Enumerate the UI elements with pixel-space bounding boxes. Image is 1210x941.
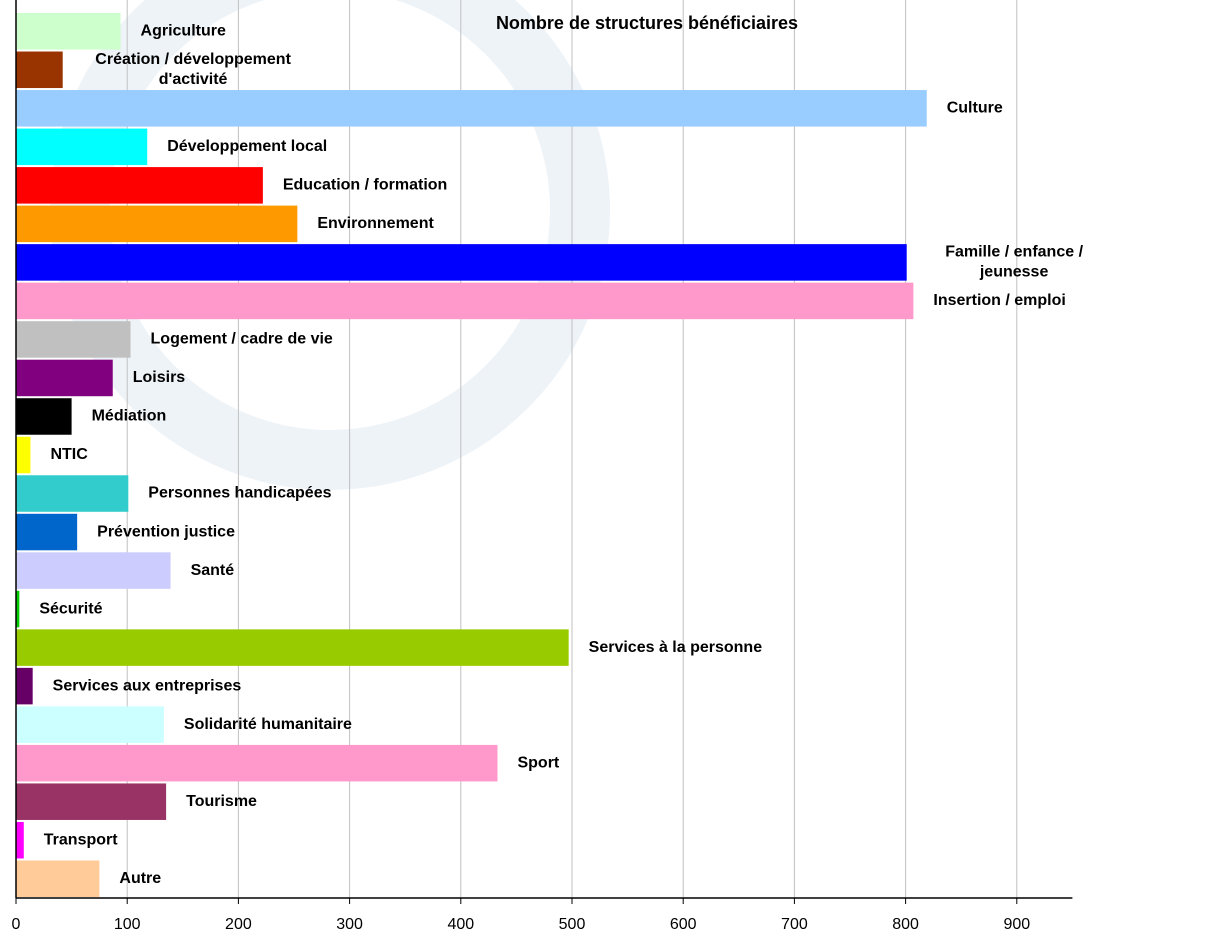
bar [16, 629, 569, 666]
x-tick-label: 600 [670, 916, 697, 933]
category-label: Culture [947, 100, 1003, 117]
category-label: Médiation [92, 408, 167, 425]
bar [16, 359, 113, 397]
bar [16, 51, 63, 89]
category-label: Solidarité humanitaire [184, 716, 352, 733]
bar [16, 783, 167, 820]
category-label: Développement local [167, 138, 327, 155]
bar [16, 475, 129, 512]
bar [16, 552, 171, 589]
bar [16, 706, 164, 743]
bar [16, 744, 498, 782]
bar [16, 128, 148, 166]
bar [16, 13, 121, 50]
bar [16, 90, 927, 127]
category-label: Sécurité [39, 600, 102, 617]
x-tick-label: 300 [336, 916, 363, 933]
category-label: Loisirs [133, 369, 186, 386]
category-label: Insertion / emploi [933, 292, 1065, 309]
category-label: Logement / cadre de vie [151, 331, 333, 348]
category-label: Agriculture [141, 22, 226, 39]
category-label: Transport [44, 831, 118, 848]
bar [16, 436, 31, 474]
category-label: Services aux entreprises [53, 677, 242, 694]
x-tick-label: 500 [559, 916, 586, 933]
bar [16, 167, 263, 204]
bar [16, 205, 298, 243]
bar [16, 244, 907, 281]
bar [16, 667, 33, 705]
x-tick-label: 800 [892, 916, 919, 933]
category-label: Education / formation [283, 177, 447, 194]
category-label: Environnement [317, 215, 434, 232]
category-label: NTIC [50, 446, 88, 463]
category-label: Création / développement d'activité [95, 51, 291, 88]
x-tick-label: 700 [781, 916, 808, 933]
x-tick-label: 200 [225, 916, 252, 933]
bar [16, 590, 20, 628]
category-label: Services à la personne [589, 639, 763, 656]
category-label: Prévention justice [97, 523, 235, 540]
bar [16, 513, 78, 551]
bar [16, 821, 24, 859]
x-tick-label: 900 [1003, 916, 1030, 933]
category-label: Personnes handicapées [148, 485, 331, 502]
bar [16, 398, 72, 435]
category-label: Famille / enfance / jeunesse [945, 244, 1083, 281]
x-tick-label: 100 [114, 916, 141, 933]
bar [16, 282, 914, 320]
x-tick-label: 0 [12, 916, 21, 933]
category-label: Tourisme [186, 793, 257, 810]
chart-title: Nombre de structures bénéficiaires [496, 13, 798, 33]
x-tick-label: 400 [447, 916, 474, 933]
category-label: Sport [517, 754, 559, 771]
category-label: Autre [119, 870, 161, 887]
bar [16, 860, 100, 897]
category-label: Santé [191, 562, 235, 579]
bar [16, 321, 131, 358]
